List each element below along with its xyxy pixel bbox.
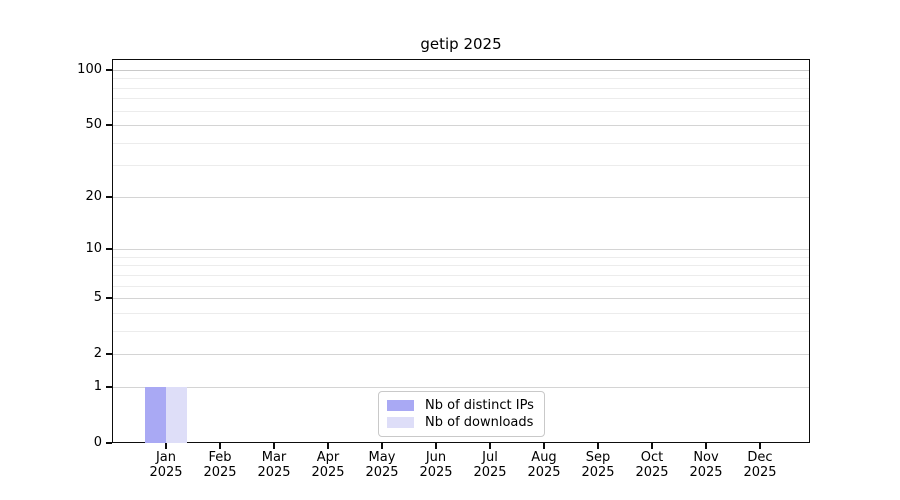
legend: Nb of distinct IPs Nb of downloads	[378, 391, 545, 437]
gridline-major-100	[113, 70, 809, 71]
gridline-minor-7	[113, 274, 809, 276]
y-tick-label-50: 50	[85, 117, 102, 133]
x-tick-apr	[327, 443, 329, 449]
x-tick-label-feb: Feb 2025	[188, 450, 252, 480]
y-tick-2	[106, 353, 112, 355]
y-tick-50	[106, 124, 112, 126]
x-tick-label-mar: Mar 2025	[242, 450, 306, 480]
legend-label-distinct-ips: Nb of distinct IPs	[425, 398, 534, 413]
x-tick-year-jul: 2025	[473, 465, 507, 480]
gridline-major-1	[113, 386, 809, 388]
x-tick-month-may: May	[368, 450, 396, 465]
y-tick-100	[106, 69, 112, 71]
x-tick-jun	[435, 443, 437, 449]
x-tick-month-dec: Dec	[747, 450, 773, 465]
gridline-major-10	[113, 249, 809, 251]
x-tick-dec	[759, 443, 761, 449]
legend-swatch-distinct-ips	[387, 400, 414, 411]
x-tick-label-nov: Nov 2025	[674, 450, 738, 480]
x-tick-label-jul: Jul 2025	[458, 450, 522, 480]
x-tick-sep	[597, 443, 599, 449]
gridline-minor-40	[113, 142, 809, 144]
x-tick-label-apr: Apr 2025	[296, 450, 360, 480]
x-tick-label-jun: Jun 2025	[404, 450, 468, 480]
x-tick-year-may: 2025	[365, 465, 399, 480]
gridline-minor-30	[113, 165, 809, 167]
chart-title: getip 2025	[420, 35, 502, 53]
legend-item-distinct-ips: Nb of distinct IPs	[387, 397, 538, 414]
y-tick-label-1: 1	[93, 378, 102, 394]
gridline-minor-80	[113, 87, 809, 89]
x-tick-may	[381, 443, 383, 449]
y-tick-20	[106, 195, 112, 198]
x-tick-month-jun: Jun	[425, 450, 447, 465]
x-tick-label-dec: Dec 2025	[728, 450, 792, 480]
x-tick-month-jan: Jan	[155, 450, 177, 465]
y-tick-10	[106, 248, 112, 250]
x-tick-label-oct: Oct 2025	[620, 450, 684, 480]
gridline-major-2	[113, 354, 809, 356]
x-tick-month-apr: Apr	[316, 450, 340, 465]
x-tick-year-jan: 2025	[149, 465, 183, 480]
y-tick-label-5: 5	[93, 290, 102, 306]
x-tick-year-jun: 2025	[419, 465, 453, 480]
x-tick-month-oct: Oct	[640, 450, 664, 465]
y-tick-label-10: 10	[85, 241, 102, 257]
legend-swatch-downloads	[387, 417, 414, 428]
x-tick-month-sep: Sep	[585, 450, 611, 465]
x-tick-month-aug: Aug	[531, 450, 557, 465]
plot-area	[112, 59, 810, 443]
gridline-minor-60	[113, 110, 809, 112]
x-tick-year-feb: 2025	[203, 465, 237, 480]
y-tick-5	[106, 297, 112, 299]
y-tick-label-20: 20	[85, 188, 102, 204]
y-tick-1	[106, 385, 112, 388]
gridline-minor-70	[113, 98, 809, 100]
gridline-minor-8	[113, 265, 809, 267]
bar-nb-of-distinct-ips-jan	[145, 386, 166, 443]
x-tick-month-nov: Nov	[693, 450, 719, 465]
y-tick-label-2: 2	[93, 346, 102, 362]
gridline-minor-90	[113, 78, 809, 80]
x-tick-label-aug: Aug 2025	[512, 450, 576, 480]
x-tick-year-dec: 2025	[743, 465, 777, 480]
x-tick-oct	[651, 443, 653, 449]
x-tick-year-aug: 2025	[527, 465, 561, 480]
bar-nb-of-downloads-jan	[166, 386, 187, 443]
gridline-major-5	[113, 298, 809, 300]
x-tick-year-mar: 2025	[257, 465, 291, 480]
x-tick-label-may: May 2025	[350, 450, 414, 480]
gridline-minor-4	[113, 312, 809, 314]
gridline-major-50	[113, 125, 809, 127]
y-tick-0	[106, 442, 112, 444]
x-tick-mar	[273, 443, 275, 449]
x-tick-feb	[219, 443, 221, 449]
x-tick-aug	[543, 443, 545, 449]
gridline-minor-3	[113, 330, 809, 332]
x-tick-month-feb: Feb	[208, 450, 232, 465]
gridline-minor-6	[113, 285, 809, 287]
x-tick-jul	[489, 443, 491, 449]
x-tick-year-oct: 2025	[635, 465, 669, 480]
x-tick-nov	[705, 443, 707, 449]
x-tick-year-nov: 2025	[689, 465, 723, 480]
gridline-major-20	[113, 196, 809, 198]
x-tick-jan	[165, 443, 167, 449]
x-tick-year-apr: 2025	[311, 465, 345, 480]
y-tick-label-100: 100	[77, 62, 102, 77]
x-tick-month-mar: Mar	[261, 450, 287, 465]
x-tick-month-jul: Jul	[482, 450, 498, 465]
x-tick-label-sep: Sep 2025	[566, 450, 630, 480]
legend-label-downloads: Nb of downloads	[425, 415, 534, 430]
x-tick-label-jan: Jan 2025	[134, 450, 198, 480]
x-tick-year-sep: 2025	[581, 465, 615, 480]
gridline-minor-9	[113, 256, 809, 258]
y-tick-label-0: 0	[93, 435, 102, 450]
legend-item-downloads: Nb of downloads	[387, 414, 538, 431]
